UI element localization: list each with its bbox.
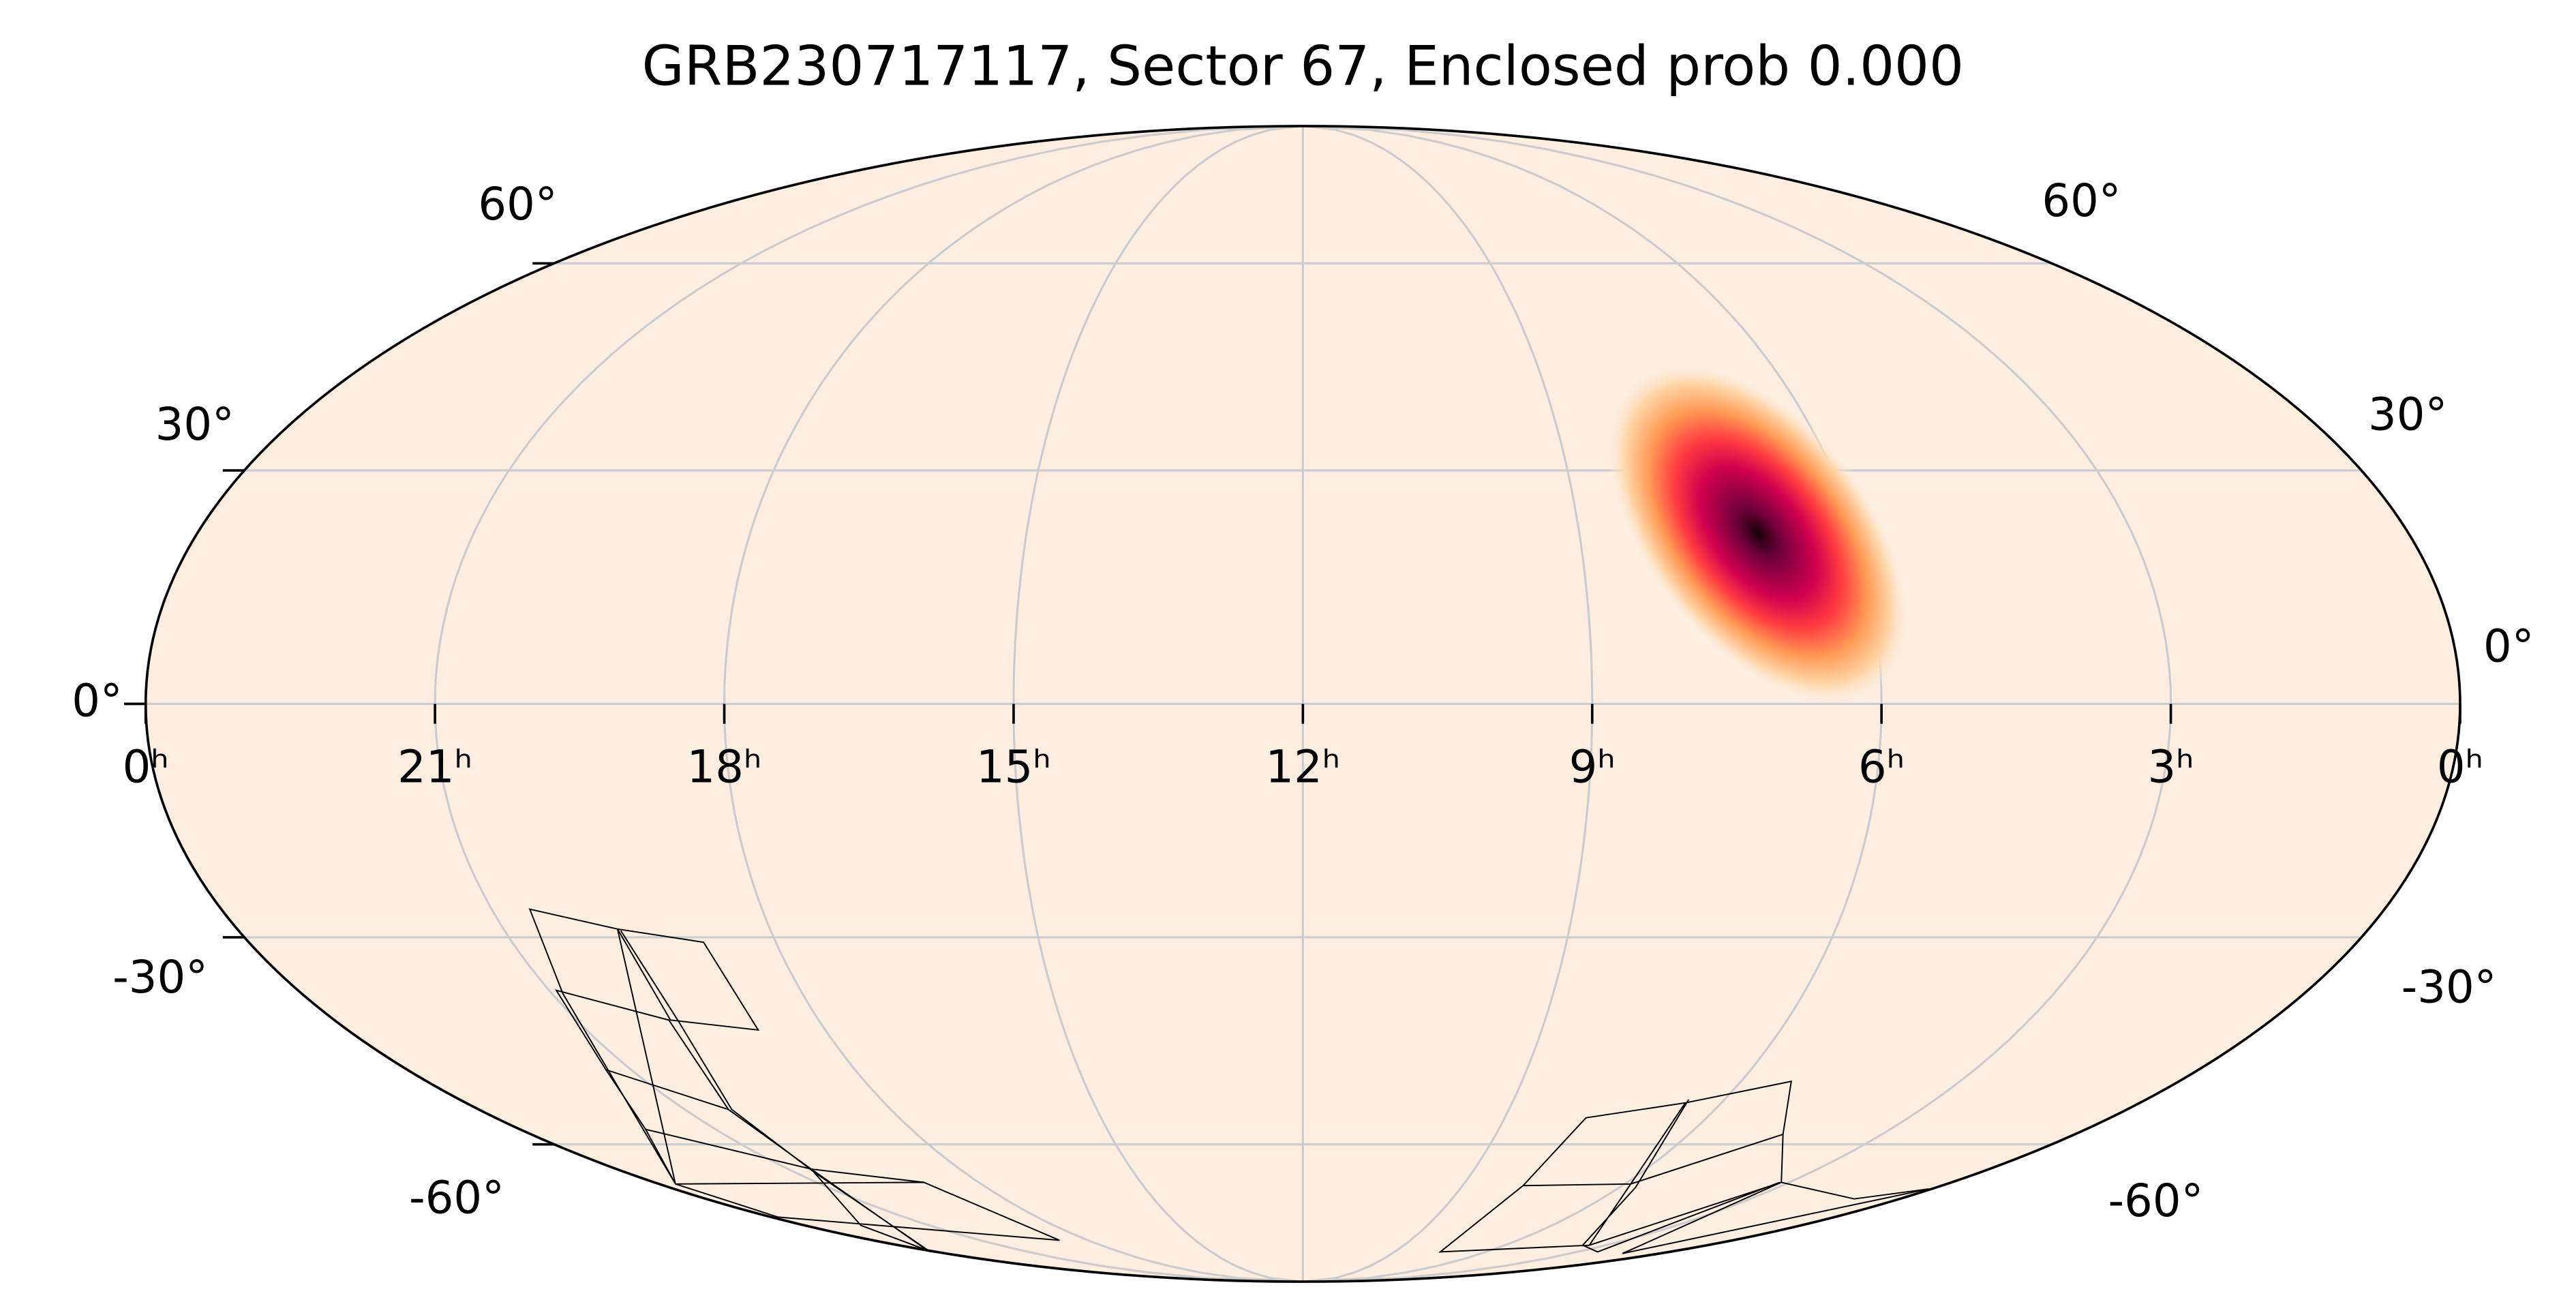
y-tick-label-right: -60° [2108, 1175, 2204, 1227]
y-tick-label-left: 30° [155, 399, 234, 451]
chart-title: GRB230717117, Sector 67, Enclosed prob 0… [642, 34, 1964, 97]
x-tick-label: 0ʰ [2437, 742, 2483, 793]
y-tick-label-right: 60° [2042, 175, 2121, 227]
tess-footprints [528, 908, 1929, 1254]
x-tick-label: 0ʰ [123, 742, 169, 793]
y-tick-label-right: 30° [2368, 389, 2447, 440]
y-tick-label-left: 0° [72, 676, 123, 727]
footprint [528, 908, 1060, 1253]
probability-region [1607, 362, 1909, 705]
y-tick-label-right: 0° [2483, 620, 2534, 672]
x-tick-label: 6ʰ [1858, 742, 1905, 793]
y-tick-label-left: 60° [478, 179, 557, 230]
x-tick-label: 12ʰ [1265, 742, 1340, 793]
y-tick-label-left: -30° [112, 952, 208, 1003]
x-tick-label: 3ʰ [2147, 742, 2194, 793]
x-tick-label: 21ʰ [397, 742, 472, 793]
y-tick-label-right: -30° [2401, 962, 2497, 1014]
x-tick-label: 18ʰ [687, 742, 762, 793]
y-tick-label-left: -60° [409, 1172, 504, 1224]
footprint [1438, 1080, 1929, 1254]
x-tick-label: 15ʰ [976, 742, 1051, 793]
x-tick-label: 9ʰ [1569, 742, 1616, 793]
